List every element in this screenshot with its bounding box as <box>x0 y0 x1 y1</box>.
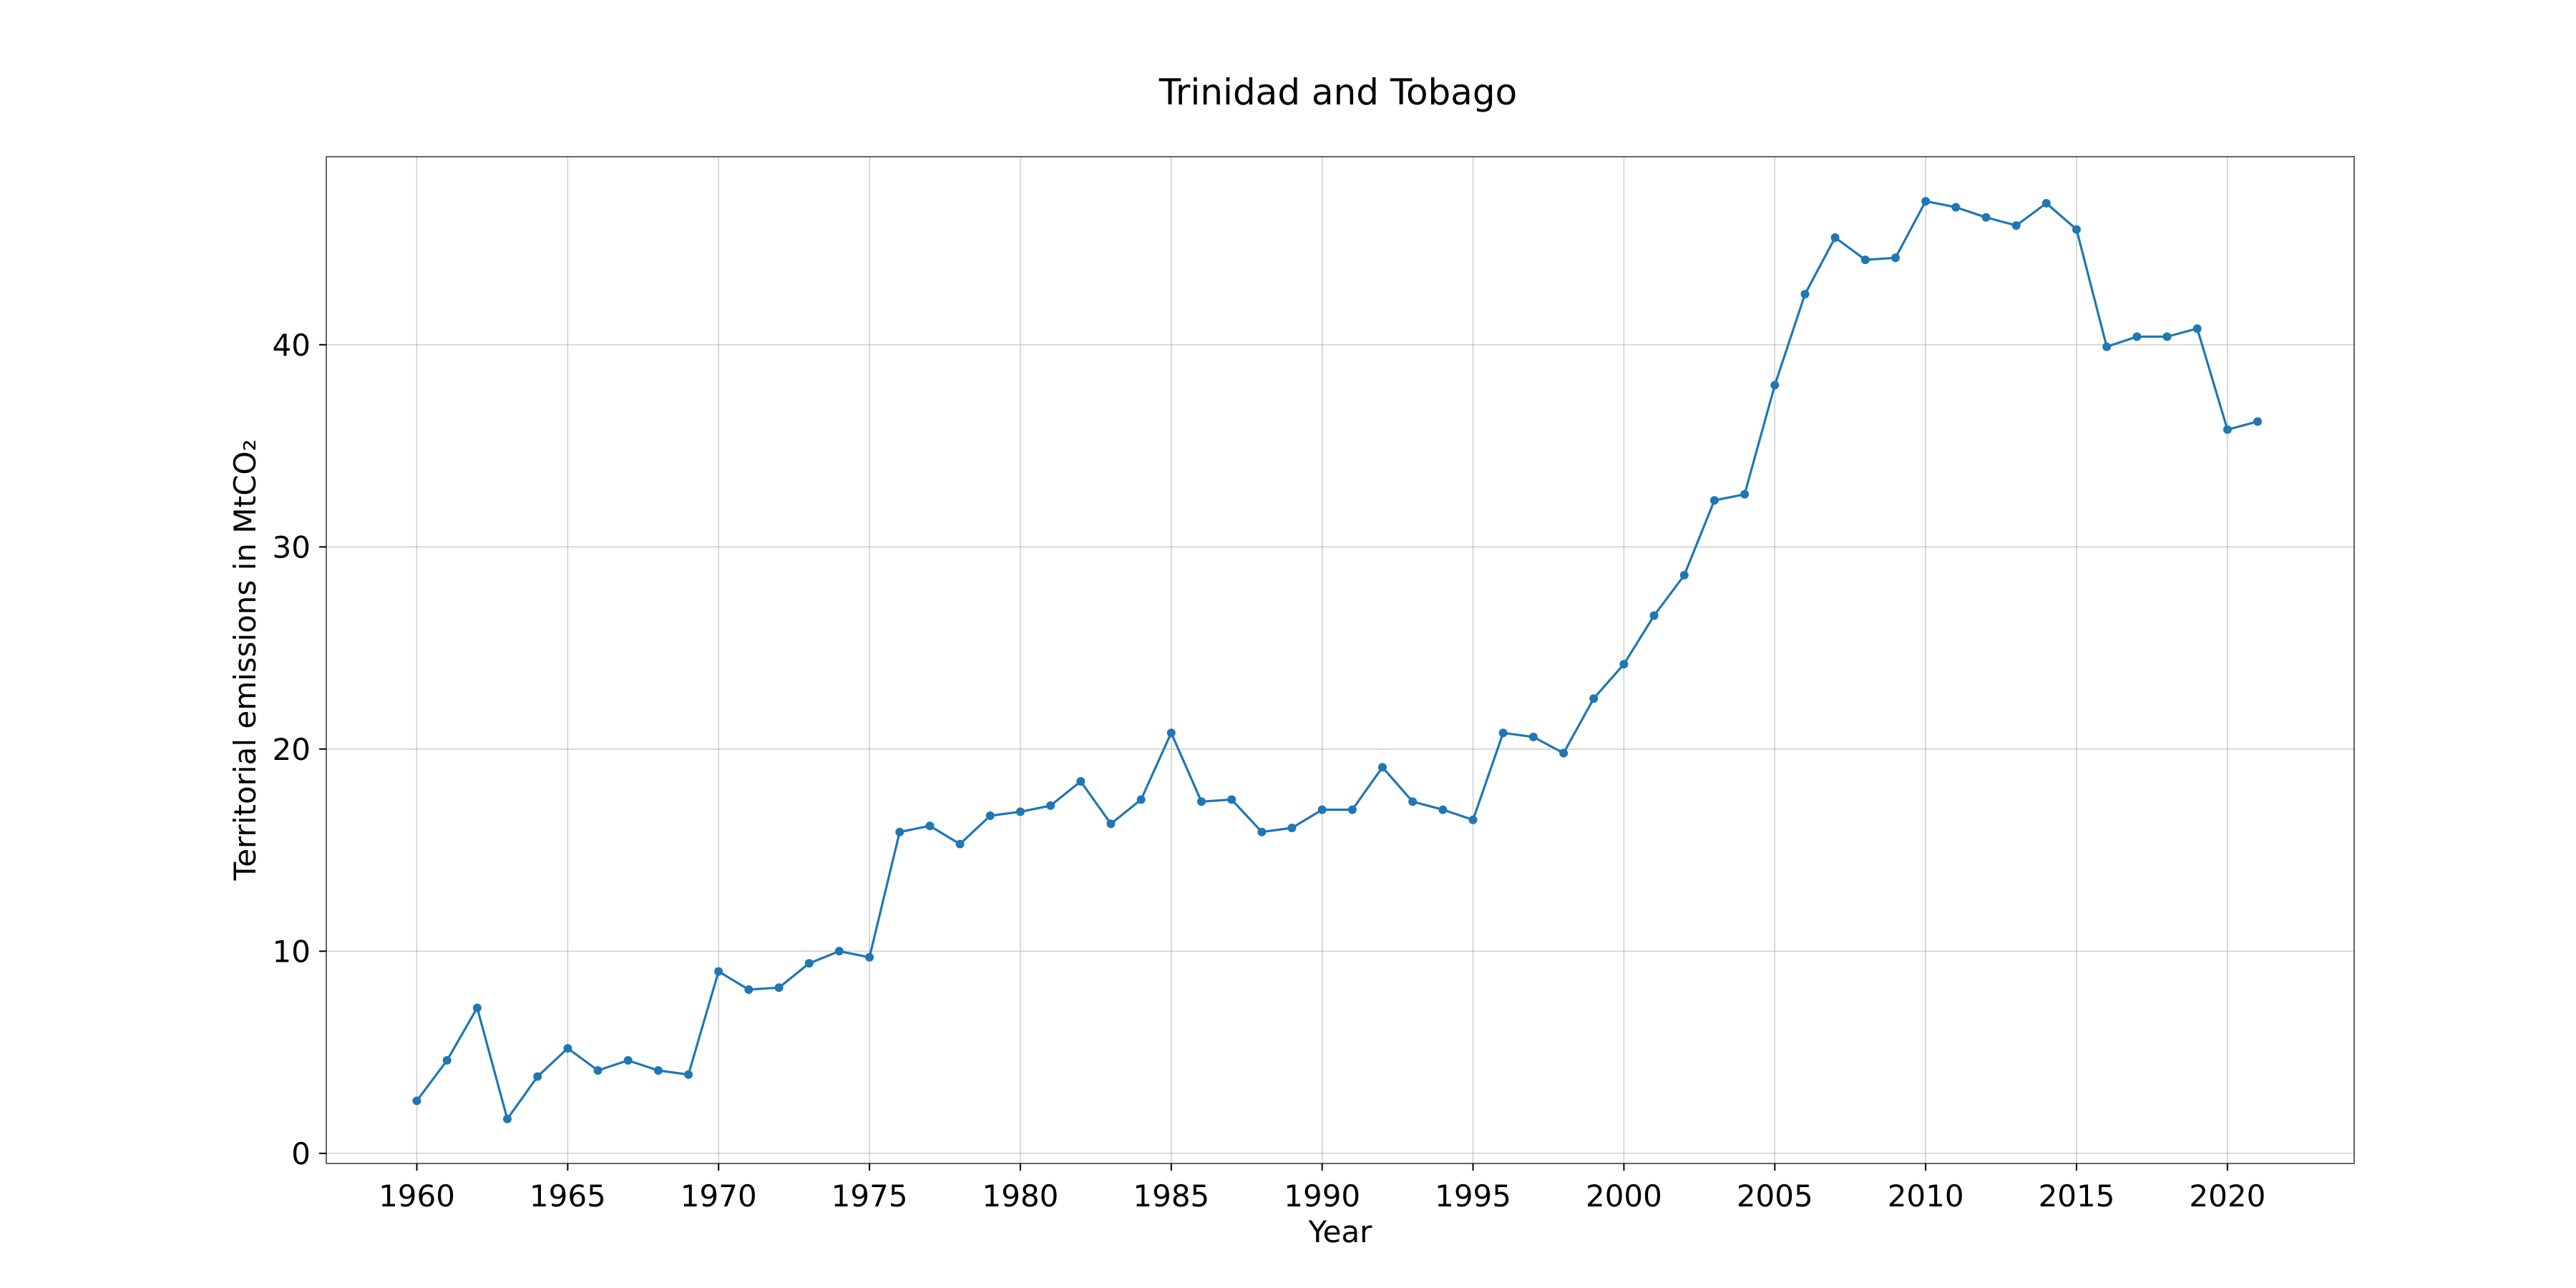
y-tick-label: 0 <box>291 1136 311 1171</box>
x-tick-label: 1970 <box>680 1179 757 1214</box>
data-point <box>684 1070 693 1079</box>
y-tick-label: 30 <box>273 530 311 565</box>
data-point <box>1317 805 1327 814</box>
data-point <box>2132 332 2142 341</box>
data-point <box>985 811 995 820</box>
series-line <box>416 200 2258 1121</box>
data-point <box>1649 611 1659 620</box>
data-point <box>2192 324 2202 333</box>
data-point <box>1679 570 1689 580</box>
data-point <box>563 1044 572 1053</box>
data-point <box>2253 417 2262 426</box>
data-point <box>1468 815 1478 824</box>
data-point <box>653 1066 663 1075</box>
data-point <box>714 967 723 976</box>
data-point <box>2223 425 2232 434</box>
data-point <box>865 952 874 962</box>
data-point <box>1891 253 1900 263</box>
data-point <box>503 1114 512 1123</box>
data-point <box>1770 381 1780 390</box>
data-point <box>2162 332 2172 341</box>
data-point <box>1589 694 1599 703</box>
data-point <box>2041 199 2051 208</box>
data-point <box>1830 233 1840 242</box>
data-point <box>1498 728 1508 738</box>
data-point <box>1921 197 1931 206</box>
x-tick-label: 1990 <box>1284 1179 1360 1214</box>
y-tick-label: 10 <box>273 934 311 969</box>
data-point <box>1227 795 1236 804</box>
data-point <box>1438 805 1448 814</box>
y-tick-label: 20 <box>273 732 311 767</box>
data-point <box>1257 827 1267 836</box>
plot-area-frame <box>326 156 2355 1164</box>
x-tick-label: 2000 <box>1586 1179 1662 1214</box>
data-point <box>1076 777 1085 786</box>
x-tick-label: 1975 <box>831 1179 908 1214</box>
data-point <box>2102 342 2112 351</box>
x-tick-label: 2015 <box>2039 1179 2115 1214</box>
data-point <box>1408 797 1418 806</box>
chart-title: Trinidad and Tobago <box>1158 72 1518 113</box>
data-point <box>2072 225 2081 234</box>
data-point <box>774 983 784 992</box>
data-point <box>804 959 814 968</box>
data-point <box>1166 728 1176 738</box>
data-point <box>895 827 904 836</box>
data-point <box>1800 290 1810 299</box>
data-point <box>1046 801 1055 810</box>
data-point <box>1619 660 1629 669</box>
data-point <box>412 1096 421 1106</box>
x-tick-label: 2010 <box>1888 1179 1964 1214</box>
data-point <box>1951 203 1961 212</box>
x-tick-label: 2005 <box>1737 1179 1813 1214</box>
data-point <box>1981 213 1991 222</box>
data-point <box>593 1066 602 1075</box>
y-axis-label: Territorial emissions in MtCO₂ <box>228 439 263 882</box>
y-tick-label: 40 <box>273 328 311 363</box>
data-point <box>1378 763 1387 772</box>
data-point <box>1106 819 1116 829</box>
x-tick-label: 1965 <box>530 1179 606 1214</box>
data-point <box>925 821 935 831</box>
x-axis-label: Year <box>1308 1214 1373 1249</box>
data-point <box>834 947 844 956</box>
data-point <box>442 1055 452 1065</box>
data-point <box>744 985 753 994</box>
series-layer <box>412 197 2262 1123</box>
grid-lines <box>326 157 2354 1163</box>
x-tick-label: 2020 <box>2189 1179 2265 1214</box>
data-point <box>1740 489 1750 499</box>
x-tick-label: 1980 <box>982 1179 1059 1214</box>
x-tick-label: 1995 <box>1435 1179 1511 1214</box>
data-point <box>1347 805 1357 814</box>
data-point <box>1287 824 1297 832</box>
data-point <box>1528 732 1538 741</box>
data-point <box>623 1055 633 1065</box>
data-point <box>1559 748 1568 758</box>
data-point <box>1860 255 1870 265</box>
data-point <box>1709 496 1719 505</box>
data-point <box>533 1072 542 1081</box>
data-point <box>1197 797 1206 806</box>
data-point <box>472 1003 482 1013</box>
data-point <box>955 839 965 849</box>
data-point <box>2011 221 2021 230</box>
axis-ticks: 1960 1965 1970 1975 1980 1985 1990 1995 2000 2005… <box>273 328 2266 1214</box>
data-point <box>1136 795 1146 804</box>
x-tick-label: 1985 <box>1133 1179 1209 1214</box>
data-point <box>1016 807 1025 816</box>
x-tick-label: 1960 <box>379 1179 455 1214</box>
